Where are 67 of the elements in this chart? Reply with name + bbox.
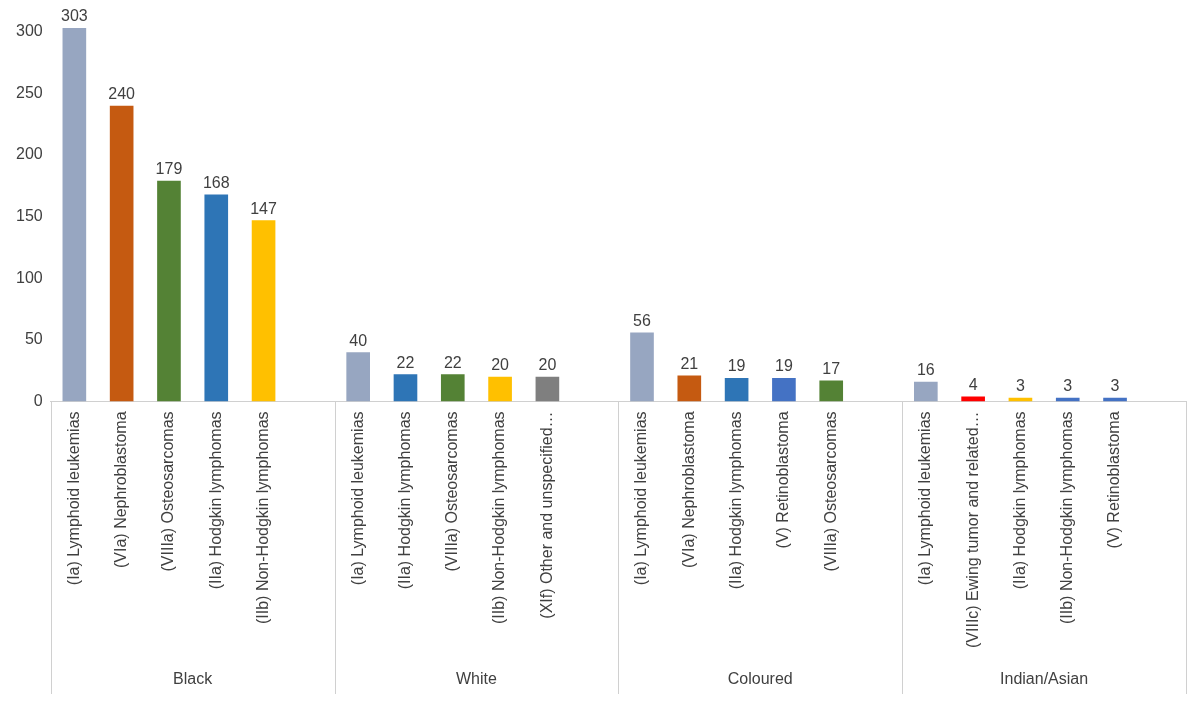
text: White xyxy=(455,670,497,688)
data-label: 19 xyxy=(775,357,793,375)
y-tick-label: 200 xyxy=(15,145,43,163)
text: Indian/Asian xyxy=(1000,670,1089,688)
data-label: 147 xyxy=(250,199,278,217)
x-tick-label: (VIa) Nephroblastoma xyxy=(112,411,130,568)
bar xyxy=(393,374,418,402)
bar xyxy=(724,378,749,402)
x-tick-label: (IIb) Non-Hodgkin lymphomas xyxy=(1058,411,1076,624)
x-tick-label: (VIa) Nephroblastoma xyxy=(679,411,697,568)
x-tick-label: (IIa) Hodgkin lymphomas xyxy=(206,411,224,590)
bar xyxy=(440,374,465,402)
x-tick-label: (Ia) Lymphoid leukemias xyxy=(916,411,934,586)
data-label: 17 xyxy=(822,359,841,377)
bar xyxy=(819,380,844,402)
data-label: 3 xyxy=(1063,377,1073,395)
bar xyxy=(630,332,654,402)
data-label: 20 xyxy=(538,356,557,374)
y-tick-label: 150 xyxy=(15,207,43,225)
text: Black xyxy=(173,670,214,688)
x-tick-label: (XIf) Other and unspecified… xyxy=(537,411,555,619)
data-label: 20 xyxy=(491,356,510,374)
bar xyxy=(157,180,181,402)
y-tick-label: 50 xyxy=(24,330,43,348)
data-label: 21 xyxy=(680,354,699,372)
bar xyxy=(251,220,276,402)
x-tick-label: (IIb) Non-Hodgkin lymphomas xyxy=(253,411,271,624)
x-tick-label: (Ia) Lymphoid leukemias xyxy=(64,411,82,586)
data-label: 22 xyxy=(443,353,462,371)
data-label: 56 xyxy=(633,311,651,329)
x-tick-label: (VIIIc) Ewing tumor and related… xyxy=(963,411,981,649)
data-label: 303 xyxy=(61,7,88,25)
x-tick-label: (IIb) Non-Hodgkin lymphomas xyxy=(490,411,508,624)
bar xyxy=(346,352,370,402)
x-tick-label: (Ia) Lymphoid leukemias xyxy=(348,411,366,586)
x-tick-label: (IIa) Hodgkin lymphomas xyxy=(395,411,413,590)
bar xyxy=(204,194,229,402)
x-tick-label: (VIIIa) Osteosarcomas xyxy=(821,411,839,572)
data-label: 240 xyxy=(108,85,136,103)
bar xyxy=(488,376,512,402)
data-label: 3 xyxy=(1110,377,1120,395)
data-label: 4 xyxy=(968,375,978,393)
data-label: 168 xyxy=(202,173,230,191)
y-tick-label: 100 xyxy=(15,268,43,286)
bar xyxy=(62,28,87,402)
x-tick-label: (IIa) Hodgkin lymphomas xyxy=(727,411,745,590)
bar xyxy=(677,375,702,402)
bar xyxy=(109,105,134,402)
data-label: 40 xyxy=(349,331,368,349)
y-tick-label: 300 xyxy=(15,22,43,40)
bar xyxy=(772,378,796,402)
x-tick-label: (V) Retinoblastoma xyxy=(774,411,792,549)
data-label: 22 xyxy=(396,353,415,371)
x-tick-label: (Ia) Lymphoid leukemias xyxy=(632,411,650,586)
text: Coloured xyxy=(727,670,793,688)
data-label: 19 xyxy=(727,357,746,375)
data-label: 3 xyxy=(1015,377,1025,395)
x-tick-label: (VIIIa) Osteosarcomas xyxy=(443,411,461,572)
y-tick-label: 0 xyxy=(33,391,43,409)
y-tick-label: 250 xyxy=(15,83,43,101)
bar xyxy=(535,376,560,402)
data-label: 16 xyxy=(916,361,935,379)
x-tick-label: (IIa) Hodgkin lymphomas xyxy=(1010,411,1028,590)
bar xyxy=(914,381,938,402)
x-tick-label: (VIIIa) Osteosarcomas xyxy=(159,411,177,572)
x-tick-label: (V) Retinoblastoma xyxy=(1105,411,1123,549)
data-label: 179 xyxy=(155,160,183,178)
